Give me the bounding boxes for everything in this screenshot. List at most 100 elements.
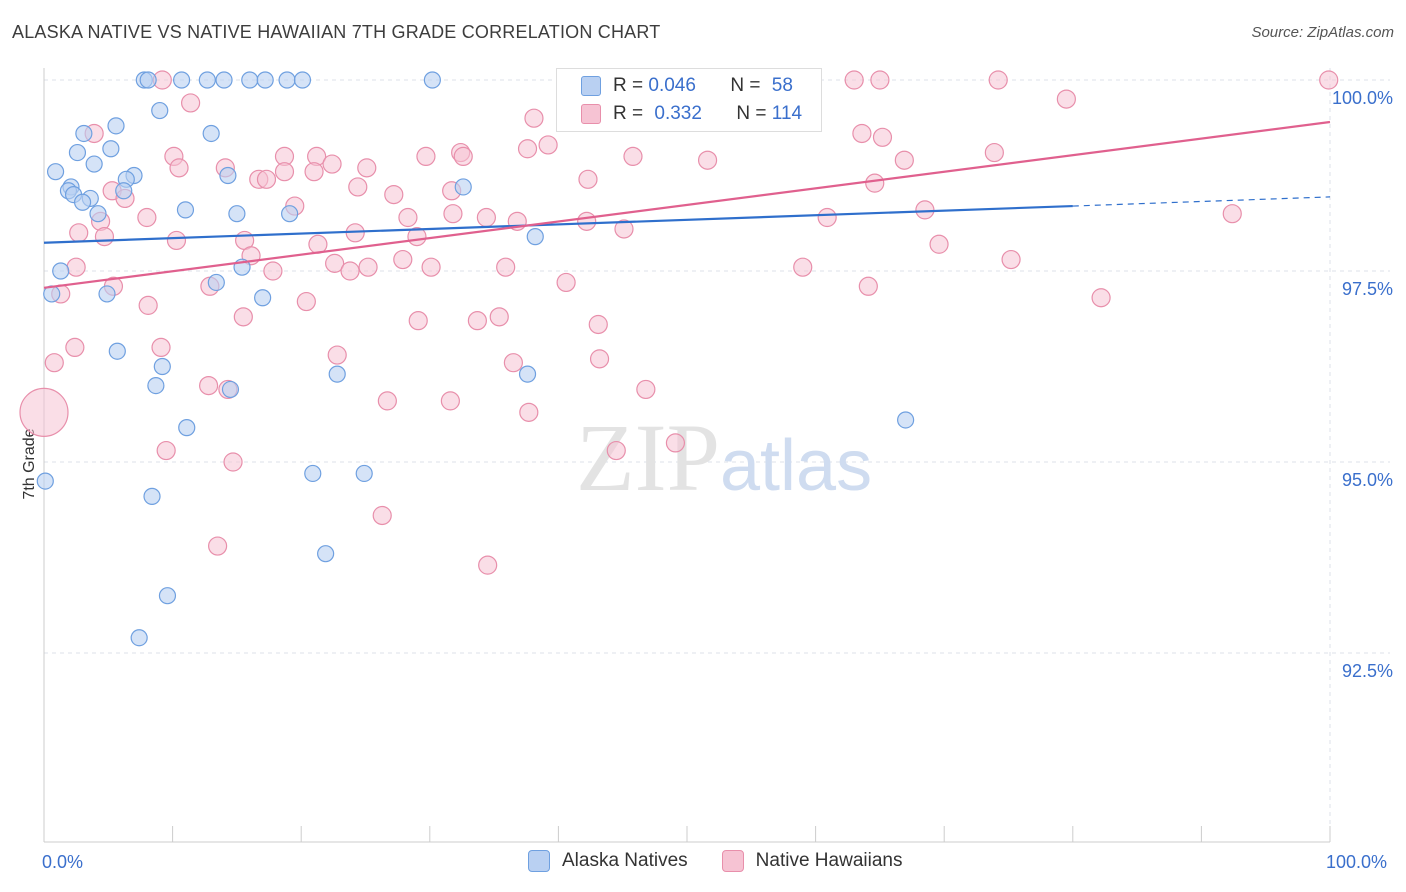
alaska-native-point [98,285,116,303]
alaska-native-point [139,71,157,89]
native-hawaiian-point [467,311,487,331]
alaska-natives-trend-line [43,204,1073,244]
alaska-native-point [46,163,65,181]
alaska-native-point [173,71,191,89]
native-hawaiian-point [66,257,86,277]
native-hawaiian-point [665,433,686,453]
alaska-native-point [107,117,125,135]
native-hawaiian-point [988,70,1008,90]
native-hawaiian-point [517,139,538,159]
native-hawaiian-point [308,234,328,254]
native-hawaiian-point [156,440,176,461]
native-hawaiian-point [296,291,316,312]
native-hawaiian-point [348,177,368,197]
native-hawaiian-point [223,452,243,472]
alaska-native-point [73,193,92,211]
alaska-native-point [215,71,233,89]
native-hawaiian-point [623,146,643,166]
legend-n-value: 114 [771,103,803,124]
native-hawaiian-point [443,204,463,224]
alaska-native-point [36,472,54,490]
alaska-native-point [147,377,165,395]
native-hawaiian-point [65,337,85,357]
native-hawaiian-point [137,207,157,228]
native-hawaiian-point [327,345,347,365]
alaska-natives-points [36,71,915,647]
native-hawaiian-point [208,536,228,556]
alaska-native-point [317,545,335,563]
native-hawaiian-point [181,93,201,113]
native-hawaiian-point [852,123,872,144]
native-hawaiian-point [476,207,496,228]
legend-r-value: 0.046 [648,75,696,96]
native-hawaiian-point [578,169,598,189]
native-hawaiian-point [151,337,171,357]
alaska-native-point [423,71,441,89]
native-hawaiian-point [453,146,473,166]
native-hawaiian-point [865,173,885,193]
alaska-native-point [293,71,312,89]
alaska-native-point [198,71,216,89]
stats-legend: R = 0.046 N = 58 R = 0.332 N = 114 [556,68,822,132]
native-hawaiians-trend-line [43,120,1331,289]
bottom-legend-swatch-blue [528,850,550,872]
legend-swatch-pink [581,104,601,124]
alaska-native-point [178,419,196,437]
legend-r-value: 0.332 [654,103,702,124]
native-hawaiian-point [169,158,189,178]
alaska-native-point [454,178,472,196]
legend-n-label: N = [736,103,767,124]
alaska-native-point [221,380,240,399]
x-axis-min-label: 0.0% [42,852,84,872]
native-hawaiian-point [915,200,935,220]
alaska-native-point [207,273,225,292]
alaska-native-point [355,464,373,483]
bottom-legend-hawaiian[interactable]: Native Hawaiians [721,850,902,872]
alaska-native-point [897,411,915,429]
alaska-native-point [202,124,220,143]
alaska-native-point [102,140,120,158]
native-hawaiian-point [524,108,544,128]
legend-n-label: N = [730,75,761,96]
native-hawaiian-point [372,505,392,526]
alaska-natives-trend-extension [1072,196,1331,207]
alaska-native-point [158,587,177,605]
native-hawaiian-point [984,142,1004,163]
bottom-legend: Alaska Natives Native Hawaiians [528,850,936,872]
native-hawaiian-point [519,402,539,422]
native-hawaiian-point [1222,204,1242,224]
native-hawaiian-point [138,295,158,315]
native-hawaiian-point [793,257,813,277]
legend-r-label: R = [613,103,644,124]
native-hawaiian-point [358,257,378,277]
native-hawaiian-point [19,387,69,437]
axes [43,68,1331,843]
native-hawaiian-point [844,70,864,90]
native-hawaiian-point [325,253,345,273]
alaska-native-point [85,155,103,173]
native-hawaiian-point [894,150,914,170]
native-hawaiian-point [588,314,608,335]
native-hawaiian-point [256,169,277,189]
native-hawaiian-point [1319,70,1339,90]
native-hawaiian-point [393,249,413,270]
source-label: Source: ZipAtlas.com [1251,24,1394,41]
alaska-native-point [75,124,93,143]
native-hawaiian-point [929,234,949,254]
legend-swatch-blue [581,76,601,96]
native-hawaiian-point [556,272,576,293]
alaska-native-point [115,182,133,200]
native-hawaiian-point [872,127,893,147]
native-hawaiian-point [489,307,509,327]
native-hawaiian-point [606,440,626,461]
bottom-legend-label: Alaska Natives [562,850,688,871]
trend-lines [43,120,1331,289]
native-hawaiian-point [870,70,890,90]
native-hawaiian-point [233,307,253,327]
alaska-native-point [153,357,171,376]
chart-title: ALASKA NATIVE VS NATIVE HAWAIIAN 7TH GRA… [12,22,661,42]
native-hawaiian-point [1056,89,1076,109]
bottom-legend-alaska[interactable]: Alaska Natives [528,850,688,872]
native-hawaiian-point [577,211,597,231]
